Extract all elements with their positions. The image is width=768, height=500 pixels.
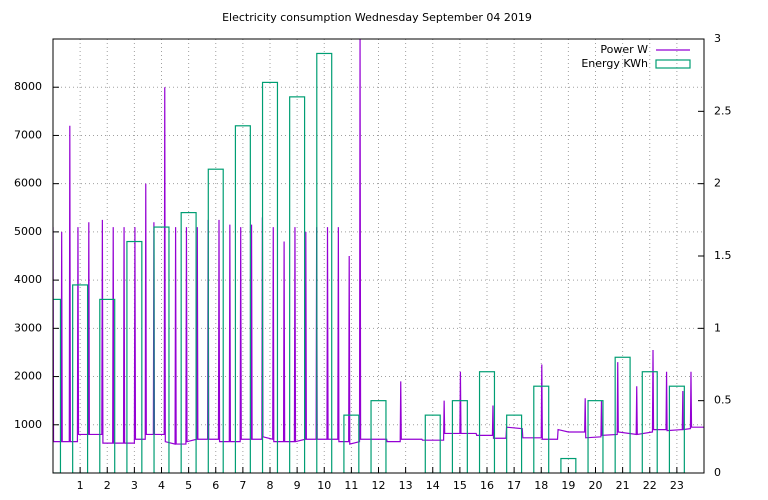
y2-tick-label: 3 (714, 32, 721, 45)
y-tick-label: 5000 (14, 225, 42, 238)
y-tick-label: 1000 (14, 418, 42, 431)
x-tick-label: 4 (158, 479, 165, 492)
x-tick-label: 9 (294, 479, 301, 492)
x-tick-label: 21 (616, 479, 630, 492)
energy-box (668, 385, 685, 473)
y-tick-label: 4000 (14, 273, 42, 286)
legend-label: Power W (600, 43, 648, 56)
x-tick-label: 17 (507, 479, 521, 492)
y-tick-label: 8000 (14, 80, 42, 93)
energy-box (99, 298, 116, 473)
y-tick-label: 7000 (14, 128, 42, 141)
x-tick-label: 10 (317, 479, 331, 492)
x-tick-label: 22 (643, 479, 657, 492)
x-tick-label: 6 (212, 479, 219, 492)
energy-box (234, 125, 251, 473)
x-tick-label: 14 (426, 479, 440, 492)
y-tick-label: 2000 (14, 370, 42, 383)
y-tick-label: 6000 (14, 177, 42, 190)
energy-box (126, 240, 143, 473)
y2-tick-label: 0 (714, 466, 721, 479)
x-tick-label: 1 (77, 479, 84, 492)
x-tick-label: 11 (344, 479, 358, 492)
chart-title: Electricity consumption Wednesday Septem… (222, 11, 532, 24)
x-tick-label: 7 (239, 479, 246, 492)
grid (53, 39, 704, 473)
y-tick-label: 3000 (14, 321, 42, 334)
energy-box (180, 212, 197, 473)
x-tick-label: 12 (372, 479, 386, 492)
axes: 1 2 3 4 5 6 7 8 9 10 11 12 13 14 15 16 17 18 19 20 21 22 23100… (14, 32, 732, 492)
energy-box (289, 96, 306, 473)
x-tick-label: 8 (267, 479, 274, 492)
x-tick-label: 16 (480, 479, 494, 492)
energy-box (261, 81, 279, 473)
x-tick-label: 5 (185, 479, 192, 492)
x-tick-label: 18 (534, 479, 548, 492)
x-tick-label: 23 (670, 479, 684, 492)
x-tick-label: 20 (589, 479, 603, 492)
x-tick-label: 3 (131, 479, 138, 492)
energy-box (478, 371, 496, 473)
x-tick-label: 2 (104, 479, 111, 492)
legend-swatch (655, 59, 691, 69)
energy-box (153, 226, 170, 473)
y2-tick-label: 2 (714, 177, 721, 190)
x-tick-label: 15 (453, 479, 467, 492)
y2-tick-label: 1.5 (714, 249, 732, 262)
y2-tick-label: 2.5 (714, 104, 732, 117)
energy-box (641, 371, 658, 473)
x-tick-label: 13 (399, 479, 413, 492)
y2-tick-label: 0.5 (714, 394, 732, 407)
legend-label: Energy KWh (581, 57, 648, 70)
power-line (53, 39, 704, 445)
y2-tick-label: 1 (714, 321, 721, 334)
x-tick-label: 19 (561, 479, 575, 492)
energy-box (533, 385, 550, 473)
